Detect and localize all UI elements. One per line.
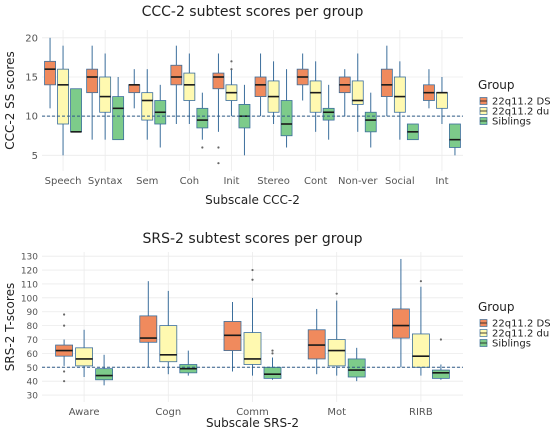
x-tick-label: Cont bbox=[304, 176, 327, 187]
box-iqr bbox=[243, 332, 262, 365]
y-tick-label: 10 bbox=[25, 112, 38, 123]
y-axis-label: SRS-2 T-scores bbox=[3, 283, 17, 371]
legend-title: Group bbox=[478, 78, 515, 92]
box-iqr bbox=[70, 88, 82, 133]
box-iqr bbox=[170, 64, 183, 86]
box-iqr bbox=[347, 358, 366, 378]
box-iqr bbox=[263, 366, 282, 379]
x-tick-label: Cogn bbox=[155, 407, 181, 418]
x-tick-label: RIRB bbox=[409, 407, 433, 418]
box-iqr bbox=[75, 347, 93, 367]
box-iqr bbox=[436, 92, 448, 109]
x-tick-label: Aware bbox=[69, 407, 100, 418]
box-outlier-point bbox=[63, 324, 66, 327]
x-tick-label: Stereo bbox=[257, 176, 290, 187]
box-iqr bbox=[351, 80, 364, 105]
chart-title: SRS-2 subtest scores per group bbox=[142, 231, 362, 247]
y-axis-label: CCC-2 SS scores bbox=[3, 51, 17, 149]
legend-label: 22q11.2 dup bbox=[492, 329, 550, 340]
box-iqr bbox=[128, 84, 141, 94]
box-outlier-point bbox=[419, 280, 422, 283]
x-tick-label: Coh bbox=[180, 176, 199, 187]
legend-label: Siblings bbox=[492, 117, 531, 128]
box-outlier-point bbox=[251, 268, 254, 272]
box-iqr bbox=[364, 111, 377, 133]
box-iqr bbox=[95, 368, 113, 381]
y-tick-label: 5 bbox=[32, 151, 38, 162]
box-iqr bbox=[212, 72, 225, 90]
x-tick-label: Non-ver bbox=[338, 176, 378, 187]
box-outlier-point bbox=[201, 146, 204, 149]
legend-title: Group bbox=[478, 300, 515, 314]
box-outlier-point bbox=[217, 146, 220, 149]
box-iqr bbox=[411, 333, 430, 368]
box-iqr bbox=[327, 339, 346, 367]
box-outlier-point bbox=[251, 278, 254, 281]
box-iqr bbox=[431, 369, 450, 379]
y-tick-label: 70 bbox=[27, 336, 39, 346]
box-iqr bbox=[391, 308, 410, 339]
y-tick-label: 100 bbox=[21, 294, 38, 304]
y-tick-label: 40 bbox=[27, 378, 39, 388]
x-tick-label: Syntax bbox=[88, 176, 123, 187]
box-iqr bbox=[393, 76, 406, 113]
box-iqr bbox=[280, 100, 293, 137]
legend-label: 22q11.2 DS bbox=[492, 319, 550, 330]
box-iqr bbox=[57, 68, 69, 125]
y-tick-label: 50 bbox=[27, 364, 39, 374]
x-tick-label: Sem bbox=[136, 176, 158, 187]
box-iqr bbox=[254, 76, 267, 97]
y-tick-label: 20 bbox=[25, 33, 38, 44]
box-outlier-point bbox=[271, 349, 274, 352]
box-iqr bbox=[159, 325, 178, 363]
legend-label: 22q11.2 DS bbox=[492, 97, 550, 108]
y-tick-label: 130 bbox=[21, 253, 38, 263]
box-iqr bbox=[139, 315, 158, 343]
box-iqr bbox=[86, 68, 99, 94]
x-tick-label: Mot bbox=[327, 407, 346, 418]
legend-label: Siblings bbox=[492, 339, 531, 350]
box-iqr bbox=[99, 76, 112, 113]
box-outlier-point bbox=[63, 370, 66, 373]
box-outlier-point bbox=[271, 352, 274, 355]
x-tick-label: Social bbox=[385, 176, 415, 187]
y-tick-label: 80 bbox=[27, 322, 39, 332]
box-outlier-point bbox=[439, 338, 442, 341]
x-tick-label: Speech bbox=[45, 176, 82, 187]
box-iqr bbox=[112, 96, 125, 141]
box-iqr bbox=[141, 92, 154, 121]
box-outlier-point bbox=[217, 162, 220, 165]
y-tick-label: 110 bbox=[21, 280, 38, 290]
box-iqr bbox=[449, 123, 461, 148]
y-tick-label: 15 bbox=[25, 73, 38, 84]
y-tick-label: 30 bbox=[27, 392, 39, 402]
x-axis-label: Subscale SRS-2 bbox=[206, 416, 299, 430]
box-outlier-point bbox=[335, 292, 338, 295]
box-iqr bbox=[380, 68, 393, 97]
y-tick-label: 120 bbox=[21, 267, 38, 277]
box-outlier-point bbox=[230, 68, 233, 71]
box-iqr bbox=[309, 80, 322, 113]
x-axis-label: Subscale CCC-2 bbox=[205, 193, 300, 207]
box-outlier-point bbox=[230, 60, 233, 63]
box-outlier-point bbox=[63, 380, 66, 383]
y-tick-label: 90 bbox=[27, 308, 39, 318]
x-tick-label: Init bbox=[223, 176, 239, 187]
legend-label: 22q11.2 dup bbox=[492, 107, 550, 118]
box-iqr bbox=[44, 60, 56, 86]
x-tick-label: Comm bbox=[236, 407, 269, 418]
y-tick-label: 60 bbox=[27, 350, 39, 360]
x-tick-label: Int bbox=[435, 176, 448, 187]
box-iqr bbox=[322, 107, 335, 121]
chart-title: CCC-2 subtest scores per group bbox=[142, 4, 364, 20]
box-outlier-point bbox=[63, 313, 66, 316]
box-iqr bbox=[183, 72, 196, 101]
box-iqr bbox=[196, 107, 209, 129]
